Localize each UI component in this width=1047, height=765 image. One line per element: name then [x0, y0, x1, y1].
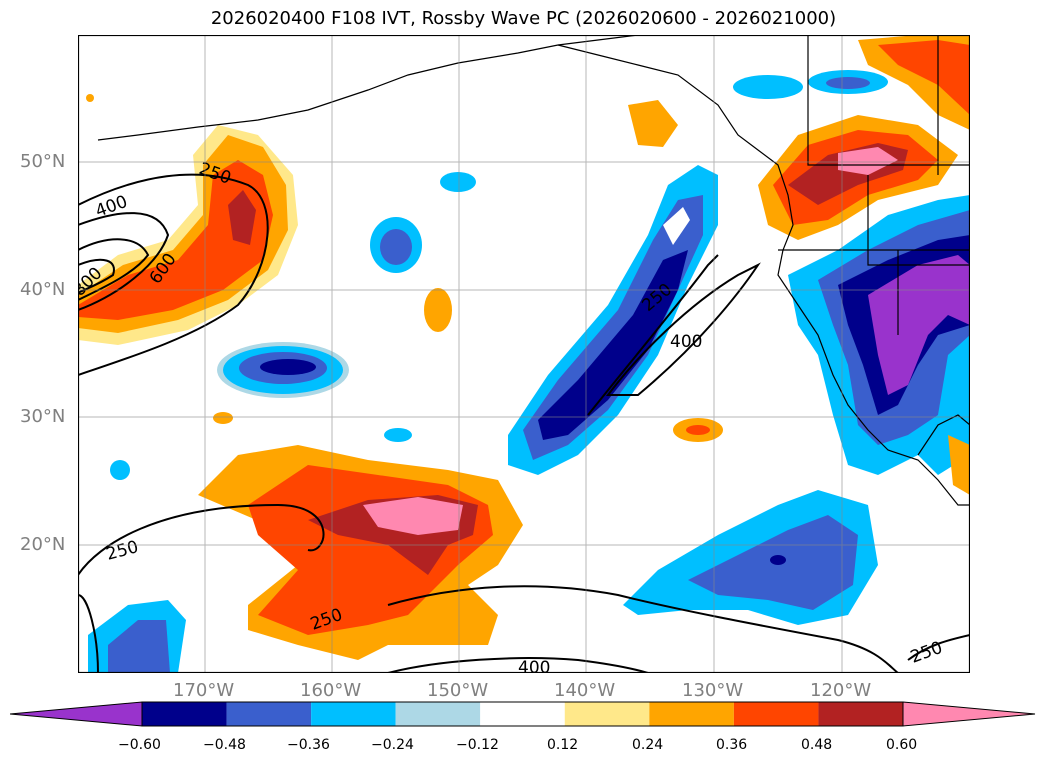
colorbar-segment: [311, 702, 396, 726]
colorbar-tick: −0.24: [371, 737, 414, 753]
lon-label-160w: 160°W: [300, 680, 362, 701]
colorbar-tick: −0.12: [456, 737, 499, 753]
lon-label-150w: 150°W: [427, 680, 489, 701]
colorbar-tick: −0.36: [287, 737, 330, 753]
colorbar-border: [141, 701, 904, 727]
ivt-contours: [78, 173, 970, 673]
colorbar-tick: 0.48: [801, 737, 833, 753]
lon-label-130w: 130°W: [682, 680, 744, 701]
contour-label: 400: [518, 658, 550, 673]
colorbar-tick: 0.12: [547, 737, 579, 753]
colorbar-tick: 0.24: [632, 737, 664, 753]
lon-label-120w: 120°W: [810, 680, 872, 701]
positive-anomaly-central: [198, 445, 523, 660]
colorbar-extend-max: [902, 701, 1036, 727]
lon-label-170w: 170°W: [173, 680, 235, 701]
colorbar-segment: [480, 702, 565, 726]
colorbar-segment: [649, 702, 734, 726]
lat-label-30n: 30°N: [20, 406, 66, 427]
negative-anomaly-band: [508, 165, 718, 475]
colorbar-segment: [818, 702, 903, 726]
negative-anomaly-west: [217, 342, 349, 398]
negative-anomaly-small: [370, 217, 422, 273]
colorbar-segment: [142, 702, 227, 726]
map-panel: 400 250 800 600 250 400 250 250 400 250: [78, 35, 970, 673]
map-title: 2026020400 F108 IVT, Rossby Wave PC (202…: [210, 8, 837, 29]
colorbar-tick: 0.36: [716, 737, 748, 753]
colorbar-tick: −0.48: [203, 737, 246, 753]
colorbar-extend-min: [10, 701, 143, 727]
lat-label-40n: 40°N: [20, 279, 66, 300]
colorbar: [10, 701, 1036, 727]
gridlines: [78, 35, 970, 673]
lat-label-50n: 50°N: [20, 151, 66, 172]
lon-label-140w: 140°W: [554, 680, 616, 701]
coastlines: [97, 35, 970, 506]
negative-anomaly-southeast: [623, 490, 878, 625]
colorbar-segment: [226, 702, 312, 726]
colorbar-segment: [564, 702, 650, 726]
colorbar-segment: [395, 702, 481, 726]
colorbar-tick: −0.60: [118, 737, 161, 753]
colorbar-segment: [733, 702, 819, 726]
contour-label: 400: [670, 332, 702, 352]
colorbar-tick: 0.60: [886, 737, 918, 753]
lat-label-20n: 20°N: [20, 534, 66, 555]
